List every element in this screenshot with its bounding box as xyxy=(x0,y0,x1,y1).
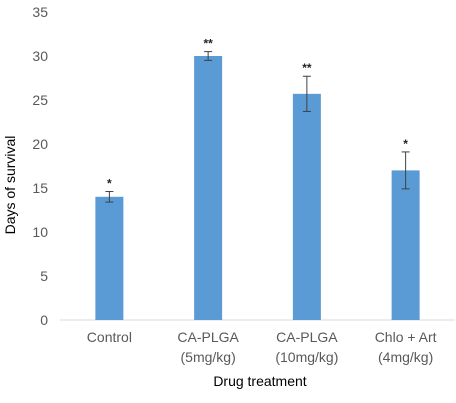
y-tick-label: 15 xyxy=(32,180,48,196)
y-tick-label: 10 xyxy=(32,224,48,240)
x-tick-label: CA-PLGA (10mg/kg) xyxy=(275,329,338,365)
bar xyxy=(194,56,223,320)
bar xyxy=(292,93,321,320)
significance-label: ** xyxy=(302,61,312,75)
y-tick-label: 35 xyxy=(32,4,48,20)
bar xyxy=(391,170,420,320)
y-axis-title: Days of survival xyxy=(2,136,18,235)
error-bars xyxy=(105,51,410,203)
y-tick-label: 5 xyxy=(40,268,48,284)
y-tick-label: 30 xyxy=(32,48,48,64)
significance-label: * xyxy=(107,177,112,191)
bars xyxy=(95,56,420,320)
x-axis: Control CA-PLGA (5mg/kg) CA-PLGA (10mg/kg) Ch… xyxy=(60,319,455,365)
bar xyxy=(95,196,124,320)
x-tick-label: Control xyxy=(87,329,132,345)
y-tick-label: 20 xyxy=(32,136,48,152)
y-axis: 0 5 10 15 20 25 30 35 xyxy=(32,4,48,328)
y-tick-label: 0 xyxy=(40,312,48,328)
x-axis-title: Drug treatment xyxy=(213,373,306,389)
significance-annotations: ****** xyxy=(107,37,408,191)
x-tick-label-line: Chlo + Art xyxy=(375,329,437,345)
significance-label: ** xyxy=(203,37,213,51)
y-tick-label: 25 xyxy=(32,92,48,108)
x-tick-label-line: (4mg/kg) xyxy=(378,349,433,365)
x-tick-label-line: (10mg/kg) xyxy=(275,349,338,365)
x-tick-label: Chlo + Art (4mg/kg) xyxy=(375,329,437,365)
x-tick-label: CA-PLGA (5mg/kg) xyxy=(177,329,239,365)
x-tick-label-line: Control xyxy=(87,329,132,345)
x-tick-label-line: (5mg/kg) xyxy=(181,349,236,365)
x-tick-label-line: CA-PLGA xyxy=(177,329,239,345)
x-tick-label-line: CA-PLGA xyxy=(276,329,338,345)
significance-label: * xyxy=(403,137,408,151)
